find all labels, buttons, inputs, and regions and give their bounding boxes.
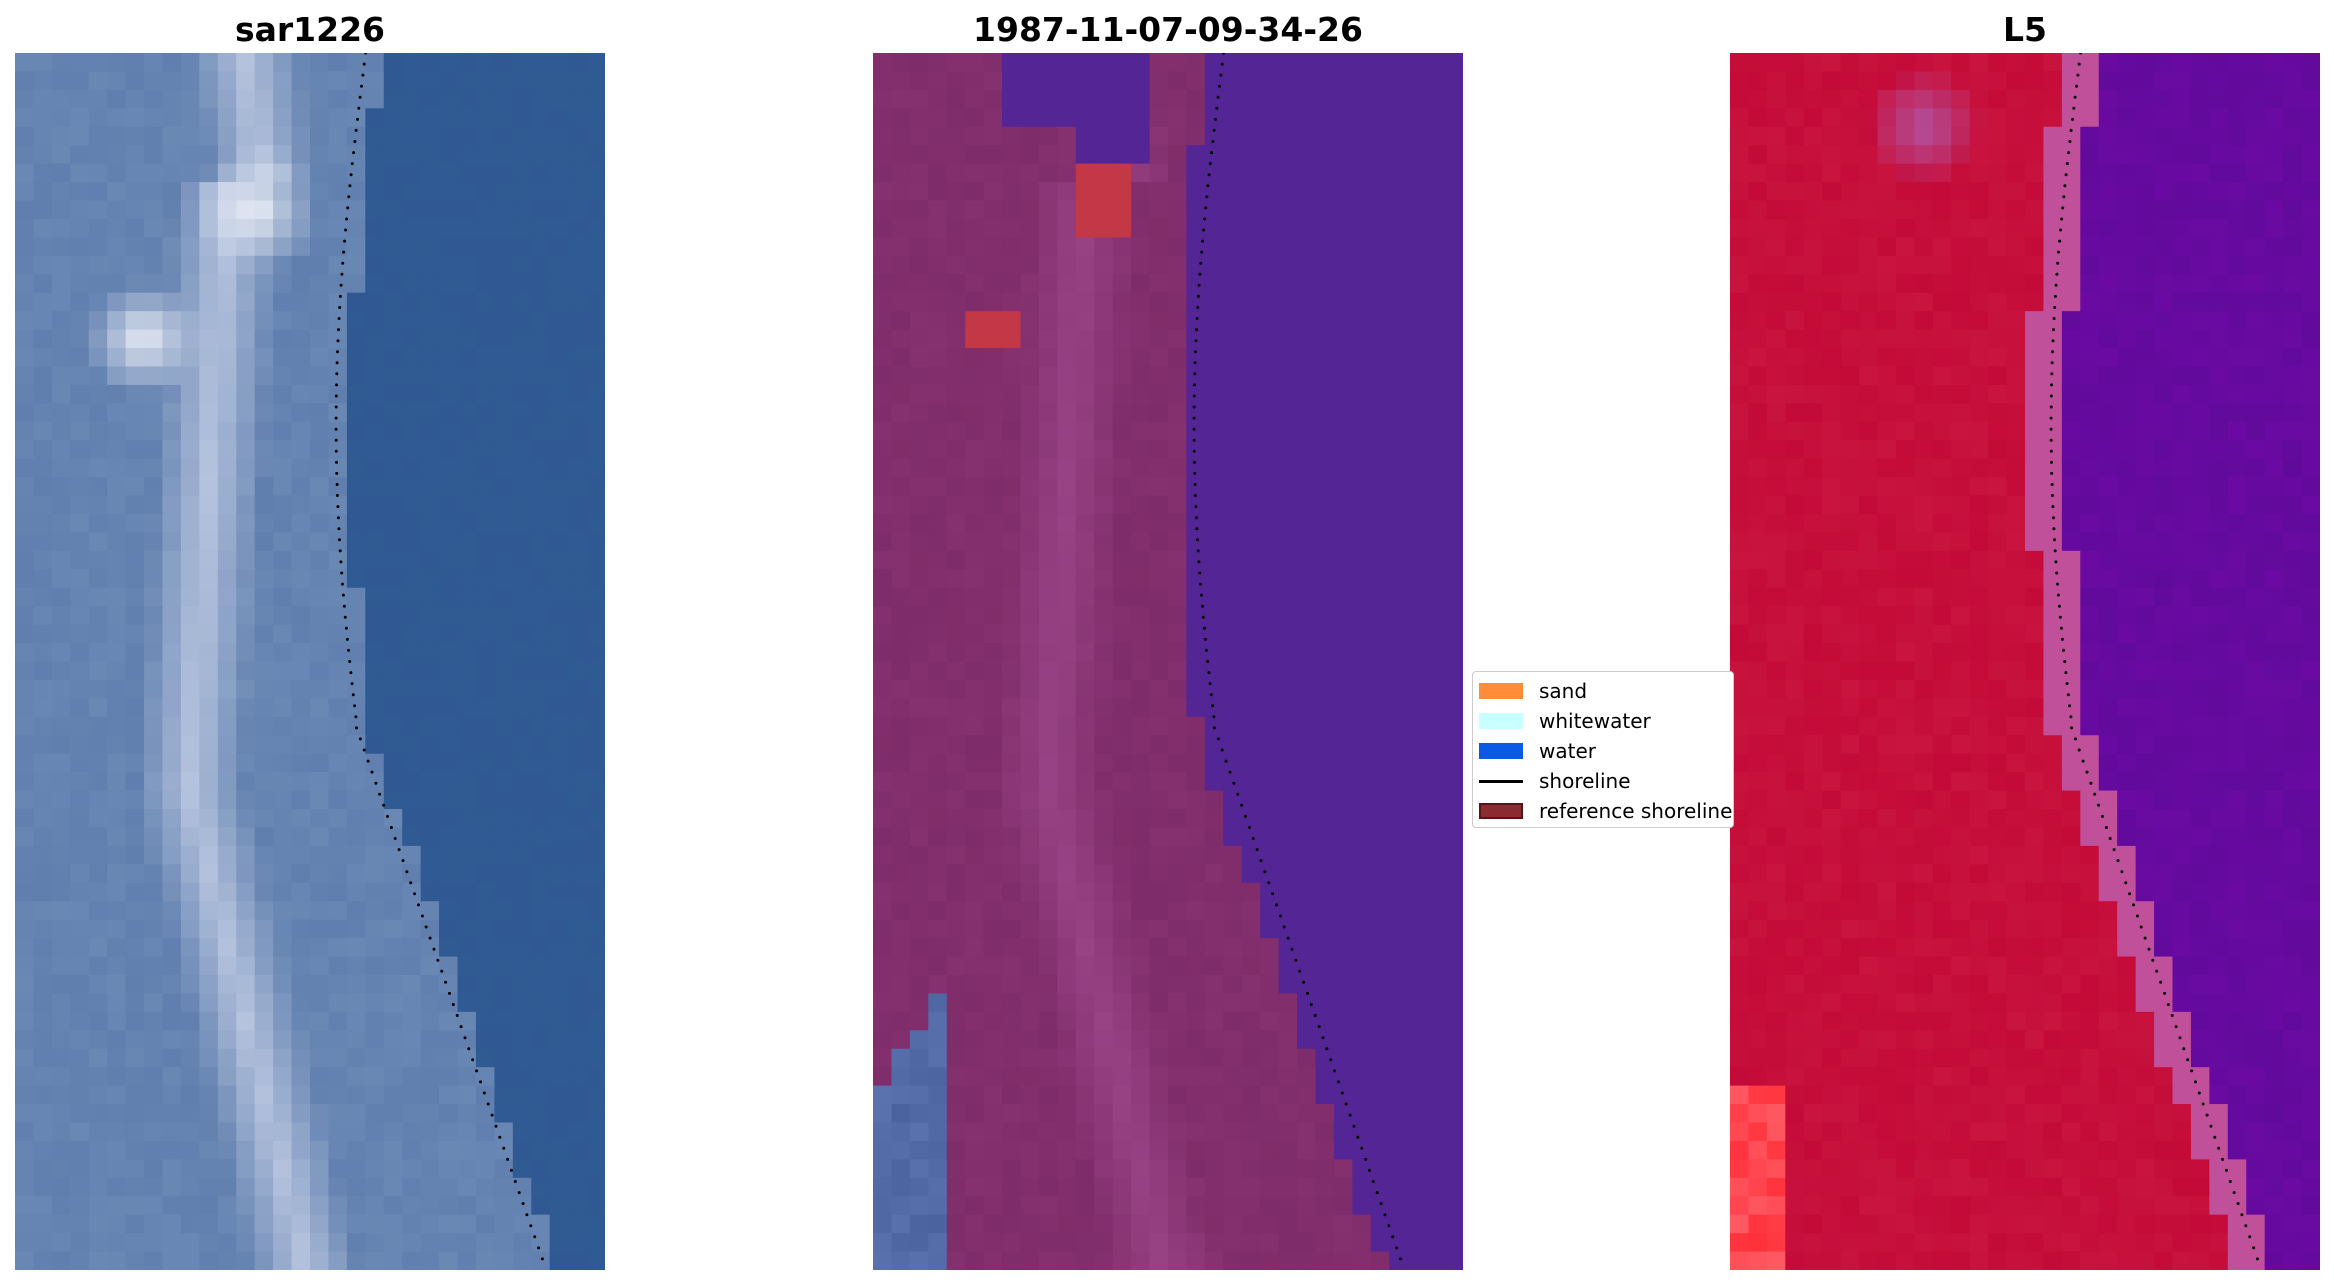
panel-title-rgb: sar1226 [234, 10, 386, 49]
shoreline-dots [334, 53, 544, 1261]
legend-item-water: water [1479, 736, 1596, 766]
legend-item-shoreline: shoreline [1479, 766, 1631, 796]
classified-image [873, 53, 1463, 1270]
legend: sand whitewater water shoreline referenc… [1472, 671, 1734, 828]
legend-swatch-sand [1479, 683, 1523, 699]
legend-label: whitewater [1539, 709, 1651, 733]
legend-swatch-water [1479, 743, 1523, 759]
rgb-satellite-image [15, 53, 605, 1270]
false-color-image-panel [1730, 53, 2320, 1270]
legend-label: water [1539, 739, 1596, 763]
classified-image-panel [873, 53, 1463, 1270]
legend-item-sand: sand [1479, 676, 1587, 706]
legend-label: shoreline [1539, 769, 1631, 793]
shoreline-dots [1192, 53, 1402, 1261]
rgb-image-panel [15, 53, 605, 1270]
legend-swatch-whitewater [1479, 713, 1523, 729]
legend-label: sand [1539, 679, 1588, 703]
false-color-image [1730, 53, 2320, 1270]
legend-item-reference-shoreline: reference shoreline [1479, 796, 1732, 826]
legend-label: reference shoreline [1539, 799, 1733, 823]
panel-title-classified: 1987-11-07-09-34-26 [973, 10, 1363, 49]
panel-title-false-color: L5 [2003, 10, 2047, 49]
shoreline-dots [2049, 53, 2259, 1261]
legend-swatch-reference-shoreline [1479, 803, 1523, 819]
legend-line-shoreline [1479, 779, 1523, 783]
legend-item-whitewater: whitewater [1479, 706, 1651, 736]
